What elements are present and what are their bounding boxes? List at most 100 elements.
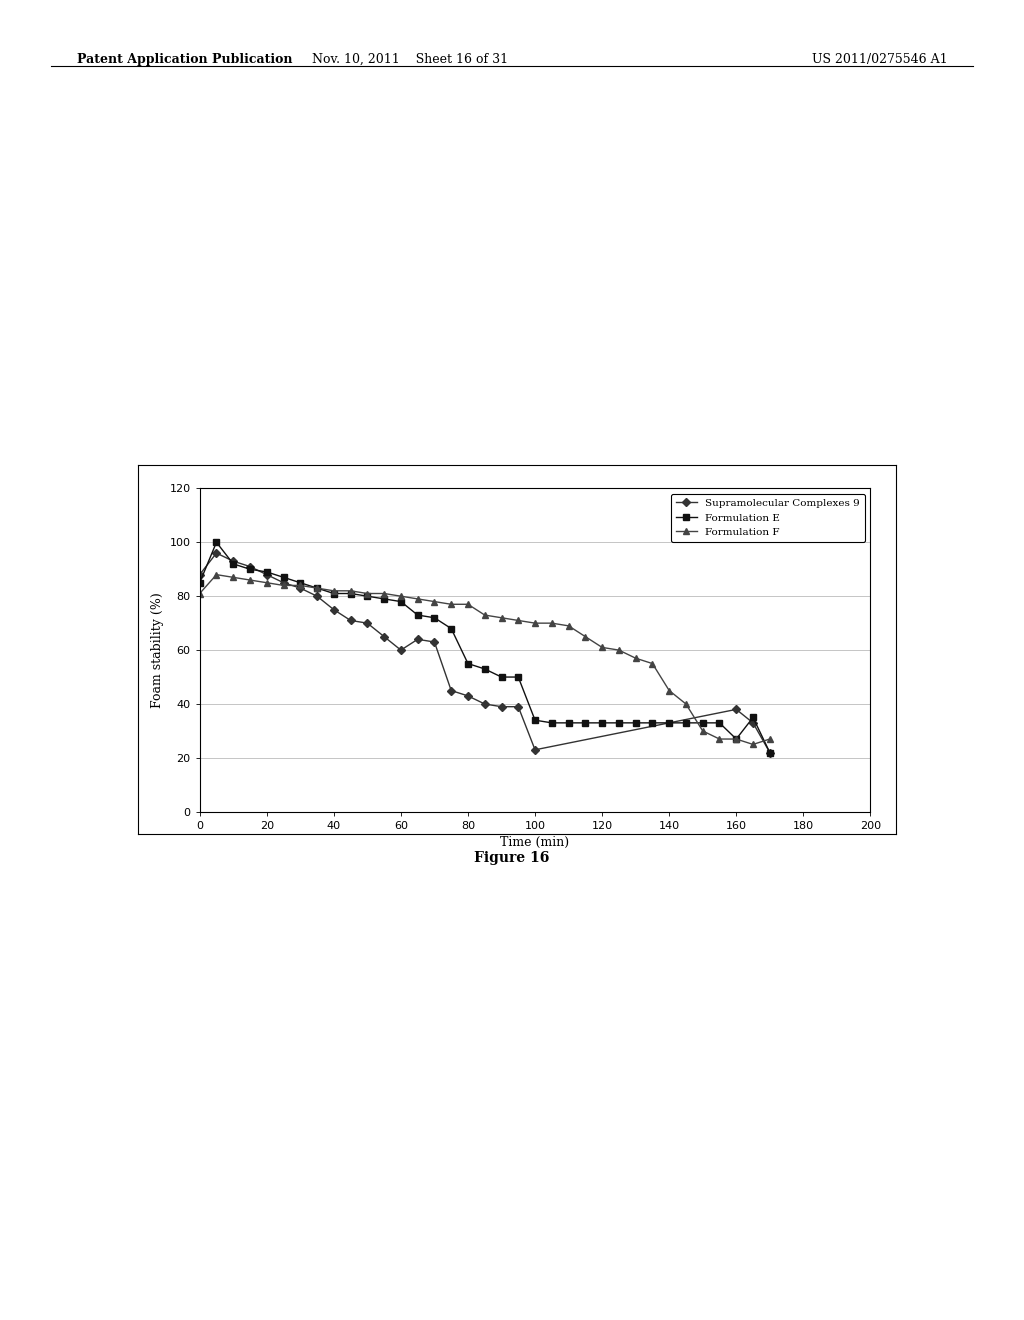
Supramolecular Complexes 9 [478, 696, 490, 711]
Formulation F [764, 731, 776, 747]
Formulation E [596, 715, 608, 731]
Formulation F [646, 656, 658, 672]
Formulation E [210, 535, 222, 550]
Formulation F [496, 610, 508, 626]
Formulation E [612, 715, 625, 731]
Supramolecular Complexes 9 [311, 589, 324, 605]
Supramolecular Complexes 9 [227, 553, 240, 569]
Formulation E [462, 656, 474, 672]
Supramolecular Complexes 9 [746, 715, 759, 731]
Formulation E [278, 569, 290, 585]
Formulation F [227, 569, 240, 585]
Formulation F [428, 594, 440, 610]
Formulation E [512, 669, 524, 685]
Formulation E [680, 715, 692, 731]
Formulation E [395, 594, 408, 610]
Formulation F [361, 586, 374, 602]
Formulation F [278, 578, 290, 594]
Formulation F [680, 696, 692, 711]
Formulation F [612, 643, 625, 659]
Formulation F [630, 651, 642, 667]
Supramolecular Complexes 9 [496, 698, 508, 714]
Formulation F [210, 566, 222, 582]
Formulation E [696, 715, 709, 731]
Supramolecular Complexes 9 [395, 643, 408, 659]
Supramolecular Complexes 9 [428, 634, 440, 649]
Text: US 2011/0275546 A1: US 2011/0275546 A1 [812, 53, 947, 66]
Formulation F [746, 737, 759, 752]
Formulation F [714, 731, 726, 747]
Formulation F [412, 591, 424, 607]
Formulation F [512, 612, 524, 628]
X-axis label: Time (min): Time (min) [501, 837, 569, 849]
Formulation E [646, 715, 658, 731]
Supramolecular Complexes 9 [344, 612, 356, 628]
Line: Supramolecular Complexes 9: Supramolecular Complexes 9 [197, 550, 772, 755]
Supramolecular Complexes 9 [328, 602, 340, 618]
Formulation F [244, 572, 256, 587]
Formulation E [714, 715, 726, 731]
Supramolecular Complexes 9 [764, 744, 776, 760]
Formulation E [227, 556, 240, 572]
Formulation E [546, 715, 558, 731]
Formulation E [478, 661, 490, 677]
Formulation F [596, 639, 608, 655]
Supramolecular Complexes 9 [412, 631, 424, 647]
Formulation E [311, 581, 324, 597]
Formulation E [630, 715, 642, 731]
Formulation E [496, 669, 508, 685]
Supramolecular Complexes 9 [512, 698, 524, 714]
Formulation E [294, 574, 306, 590]
Formulation E [764, 744, 776, 760]
Supramolecular Complexes 9 [462, 688, 474, 704]
Text: Patent Application Publication: Patent Application Publication [77, 53, 292, 66]
Formulation F [395, 589, 408, 605]
Formulation F [328, 583, 340, 599]
Supramolecular Complexes 9 [210, 545, 222, 561]
Formulation F [528, 615, 541, 631]
Supramolecular Complexes 9 [528, 742, 541, 758]
Formulation E [562, 715, 574, 731]
Formulation F [260, 574, 272, 590]
Supramolecular Complexes 9 [244, 558, 256, 574]
Formulation F [546, 615, 558, 631]
Formulation F [445, 597, 458, 612]
Formulation E [746, 710, 759, 726]
Formulation E [244, 561, 256, 577]
Formulation F [344, 583, 356, 599]
Formulation F [294, 578, 306, 594]
Y-axis label: Foam stability (%): Foam stability (%) [151, 593, 164, 708]
Formulation F [562, 618, 574, 634]
Formulation E [445, 620, 458, 636]
Formulation E [412, 607, 424, 623]
Legend: Supramolecular Complexes 9, Formulation E, Formulation F: Supramolecular Complexes 9, Formulation … [671, 494, 865, 543]
Formulation E [664, 715, 676, 731]
Text: Figure 16: Figure 16 [474, 851, 550, 866]
Supramolecular Complexes 9 [294, 581, 306, 597]
Supramolecular Complexes 9 [378, 628, 390, 644]
Formulation E [194, 574, 206, 590]
Supramolecular Complexes 9 [260, 566, 272, 582]
Formulation F [730, 731, 742, 747]
Formulation E [378, 591, 390, 607]
Formulation F [378, 586, 390, 602]
Formulation E [328, 586, 340, 602]
Text: Nov. 10, 2011    Sheet 16 of 31: Nov. 10, 2011 Sheet 16 of 31 [311, 53, 508, 66]
Formulation F [311, 581, 324, 597]
Formulation E [260, 564, 272, 579]
Formulation F [664, 682, 676, 698]
Supramolecular Complexes 9 [361, 615, 374, 631]
Supramolecular Complexes 9 [445, 682, 458, 698]
Formulation F [194, 586, 206, 602]
Formulation E [428, 610, 440, 626]
Line: Formulation E: Formulation E [197, 539, 773, 756]
Formulation E [344, 586, 356, 602]
Formulation E [580, 715, 592, 731]
Supramolecular Complexes 9 [730, 701, 742, 717]
Formulation E [361, 589, 374, 605]
Formulation E [528, 713, 541, 729]
Formulation F [696, 723, 709, 739]
Formulation E [730, 731, 742, 747]
Formulation F [462, 597, 474, 612]
Supramolecular Complexes 9 [194, 566, 206, 582]
